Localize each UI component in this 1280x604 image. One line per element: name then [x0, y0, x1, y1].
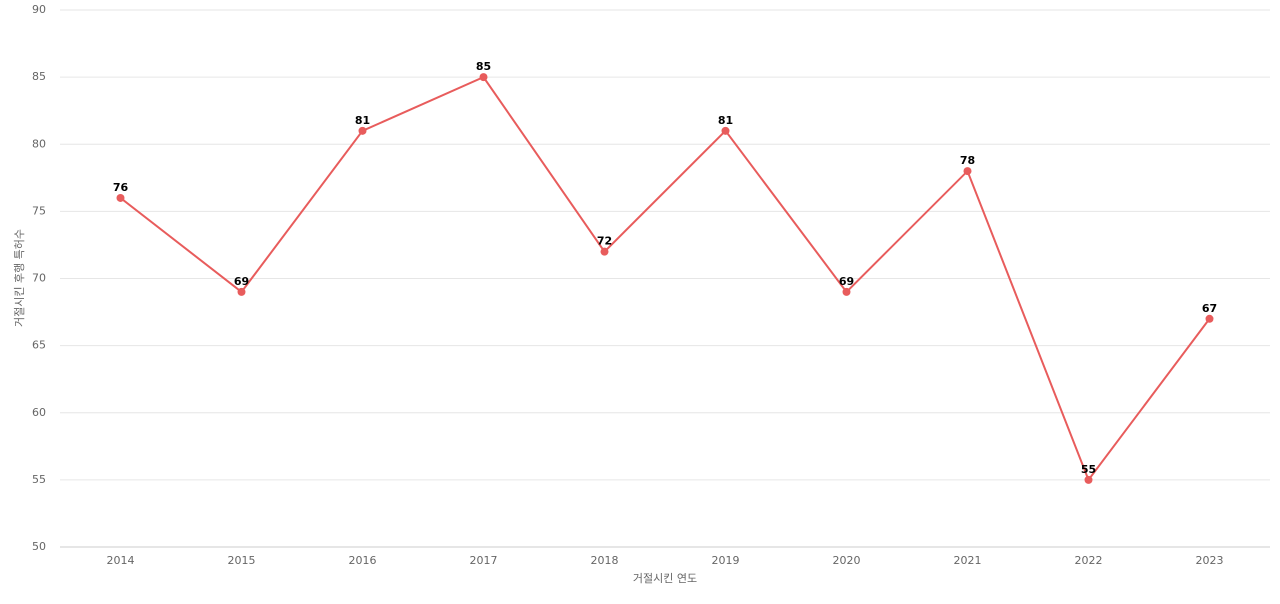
point [842, 287, 851, 296]
x-tick-label: 2022 [1075, 554, 1103, 567]
value-label: 81 [718, 114, 733, 127]
y-tick-label: 50 [32, 540, 46, 553]
y-tick-label: 90 [32, 3, 46, 16]
y-tick-label: 55 [32, 473, 46, 486]
value-label: 76 [113, 181, 129, 194]
y-tick-label: 80 [32, 137, 46, 150]
value-label: 69 [839, 275, 854, 288]
x-tick-label: 2014 [107, 554, 135, 567]
x-tick-label: 2018 [591, 554, 619, 567]
x-tick-label: 2019 [712, 554, 740, 567]
x-tick-label: 2016 [349, 554, 377, 567]
point [721, 126, 730, 135]
point [479, 73, 488, 82]
value-label: 67 [1202, 302, 1217, 315]
line [119, 75, 1211, 482]
value-label: 81 [355, 114, 370, 127]
y-axis-label: 거절시킨 후행 특허수 [13, 229, 26, 327]
x-tick-label: 2017 [470, 554, 498, 567]
point [963, 167, 972, 176]
x-tick-label: 2021 [954, 554, 982, 567]
value-label: 78 [960, 154, 975, 167]
y-tick-label: 70 [32, 272, 46, 285]
value-label: 72 [597, 235, 612, 248]
point [1084, 475, 1093, 484]
value-label: 69 [234, 275, 249, 288]
y-tick-label: 75 [32, 204, 46, 217]
point [237, 287, 246, 296]
x-tick-label: 2015 [228, 554, 256, 567]
point [600, 247, 609, 256]
point [1205, 314, 1214, 323]
point [116, 193, 125, 202]
point [358, 126, 367, 135]
x-axis-label: 거절시킨 연도 [633, 572, 697, 585]
value-label: 55 [1081, 463, 1096, 476]
y-tick-label: 65 [32, 339, 46, 352]
y-tick-label: 85 [32, 70, 46, 83]
value-label: 85 [476, 60, 491, 73]
x-tick-label: 2020 [833, 554, 861, 567]
y-tick-label: 60 [32, 406, 46, 419]
x-tick-label: 2023 [1196, 554, 1224, 567]
